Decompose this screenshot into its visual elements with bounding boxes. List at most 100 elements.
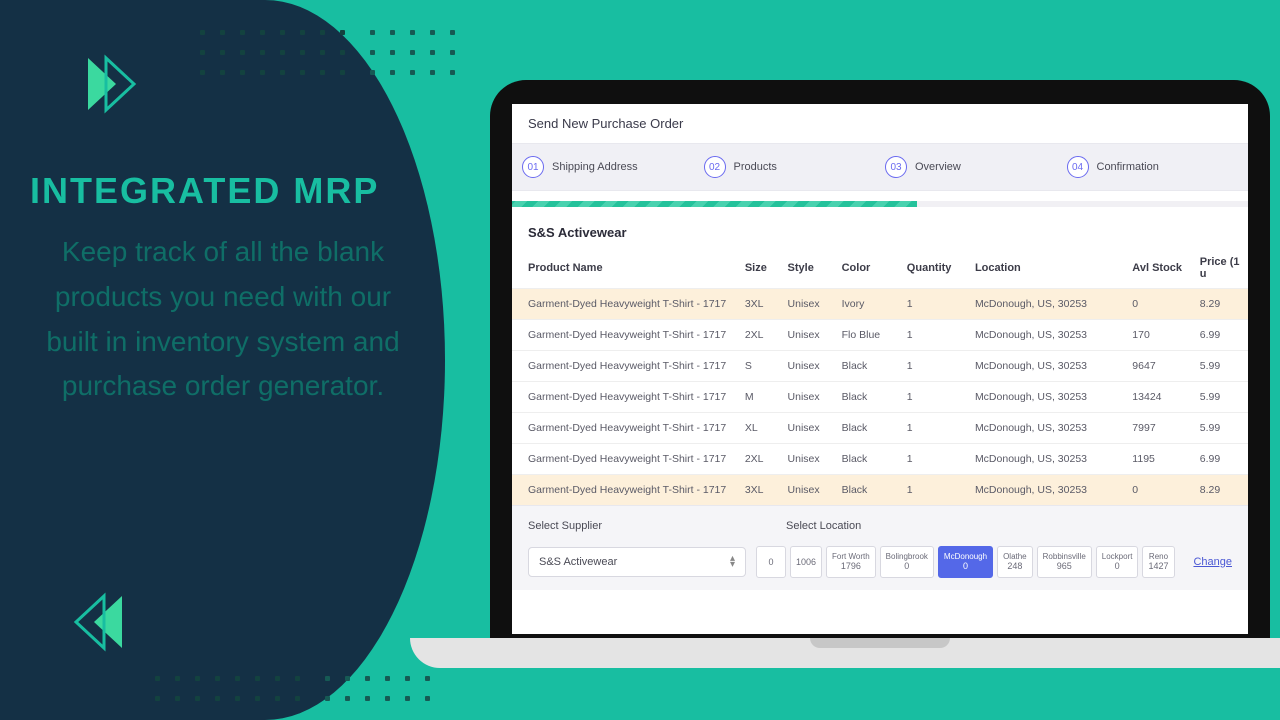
laptop-mockup: Send New Purchase Order 01Shipping Addre… <box>470 80 1280 700</box>
location-button-olathe[interactable]: Olathe248 <box>997 546 1033 578</box>
cell-qty: 1 <box>899 320 967 351</box>
cell-location: McDonough, US, 30253 <box>967 289 1124 320</box>
column-header[interactable]: Location <box>967 248 1124 289</box>
cell-size: XL <box>737 413 780 444</box>
cell-size: 2XL <box>737 444 780 475</box>
location-button-lockport[interactable]: Lockport0 <box>1096 546 1139 578</box>
cell-location: McDonough, US, 30253 <box>967 475 1124 506</box>
cell-location: McDonough, US, 30253 <box>967 351 1124 382</box>
cell-stock: 170 <box>1124 320 1191 351</box>
cell-style: Unisex <box>780 320 834 351</box>
table-row[interactable]: Garment-Dyed Heavyweight T-Shirt - 1717M… <box>512 382 1248 413</box>
step-shipping-address[interactable]: 01Shipping Address <box>522 156 694 178</box>
cell-style: Unisex <box>780 382 834 413</box>
cell-qty: 1 <box>899 444 967 475</box>
stepper: 01Shipping Address 02 Products 03Overview 04… <box>512 143 1248 191</box>
cell-style: Unisex <box>780 444 834 475</box>
column-header[interactable]: Color <box>834 248 899 289</box>
products-table: Product NameSizeStyleColorQuantityLocati… <box>512 248 1248 505</box>
cell-price: 6.99 <box>1192 320 1248 351</box>
cell-color: Black <box>834 444 899 475</box>
column-header[interactable]: Style <box>780 248 834 289</box>
marketing-subheading: Keep track of all the blank products you… <box>28 230 418 409</box>
cell-qty: 1 <box>899 289 967 320</box>
cell-location: McDonough, US, 30253 <box>967 382 1124 413</box>
table-row[interactable]: Garment-Dyed Heavyweight T-Shirt - 17173… <box>512 289 1248 320</box>
cell-location: McDonough, US, 30253 <box>967 320 1124 351</box>
supplier-select[interactable]: S&S Activewear ▴▾ <box>528 547 746 577</box>
decorative-dots <box>325 676 431 702</box>
column-header[interactable]: Avl Stock <box>1124 248 1191 289</box>
location-button[interactable]: 0 <box>756 546 786 578</box>
forward-arrows-icon <box>82 52 152 116</box>
cell-color: Black <box>834 351 899 382</box>
cell-color: Ivory <box>834 289 899 320</box>
cell-style: Unisex <box>780 351 834 382</box>
supplier-select-value: S&S Activewear <box>539 556 617 568</box>
location-button-fort-worth[interactable]: Fort Worth1796 <box>826 546 876 578</box>
location-button-reno[interactable]: Reno1427 <box>1142 546 1174 578</box>
step-number: 01 <box>522 156 544 178</box>
cell-size: 3XL <box>737 289 780 320</box>
decorative-dots <box>200 30 346 76</box>
cell-name: Garment-Dyed Heavyweight T-Shirt - 1717 <box>512 382 737 413</box>
marketing-panel: INTEGRATED MRP Keep track of all the bla… <box>0 0 445 720</box>
table-row[interactable]: Garment-Dyed Heavyweight T-Shirt - 1717S… <box>512 351 1248 382</box>
cell-size: 3XL <box>737 475 780 506</box>
progress-fill <box>512 201 917 207</box>
cell-size: S <box>737 351 780 382</box>
cell-price: 8.29 <box>1192 475 1248 506</box>
step-confirmation[interactable]: 04 Confirmation <box>1067 156 1239 178</box>
column-header[interactable]: Size <box>737 248 780 289</box>
cell-name: Garment-Dyed Heavyweight T-Shirt - 1717 <box>512 413 737 444</box>
cell-stock: 0 <box>1124 289 1191 320</box>
cell-color: Black <box>834 475 899 506</box>
cell-qty: 1 <box>899 351 967 382</box>
step-overview[interactable]: 03Overview <box>885 156 1057 178</box>
step-label: Confirmation <box>1097 161 1159 173</box>
cell-price: 5.99 <box>1192 413 1248 444</box>
supplier-heading: S&S Activewear <box>512 207 1248 248</box>
cell-qty: 1 <box>899 475 967 506</box>
cell-price: 5.99 <box>1192 382 1248 413</box>
cell-price: 6.99 <box>1192 444 1248 475</box>
cell-stock: 9647 <box>1124 351 1191 382</box>
cell-location: McDonough, US, 30253 <box>967 413 1124 444</box>
location-button-mcdonough[interactable]: McDonough0 <box>938 546 993 578</box>
cell-name: Garment-Dyed Heavyweight T-Shirt - 1717 <box>512 320 737 351</box>
table-row[interactable]: Garment-Dyed Heavyweight T-Shirt - 17172… <box>512 444 1248 475</box>
location-button[interactable]: 1006 <box>790 546 822 578</box>
marketing-heading: INTEGRATED MRP <box>30 170 410 212</box>
cell-style: Unisex <box>780 289 834 320</box>
laptop-bezel: Send New Purchase Order 01Shipping Addre… <box>490 80 1270 640</box>
progress-bar <box>512 201 1248 207</box>
location-button-bolingbrook[interactable]: Bolingbrook0 <box>880 546 934 578</box>
column-header[interactable]: Product Name <box>512 248 737 289</box>
app-screen: Send New Purchase Order 01Shipping Addre… <box>512 104 1248 634</box>
step-number: 02 <box>704 156 726 178</box>
table-row[interactable]: Garment-Dyed Heavyweight T-Shirt - 1717X… <box>512 413 1248 444</box>
decorative-dots <box>370 30 456 76</box>
cell-size: 2XL <box>737 320 780 351</box>
location-buttons: 01006Fort Worth1796Bolingbrook0McDonough… <box>756 546 1175 578</box>
change-warehouse-link[interactable]: Change <box>1193 556 1232 568</box>
cell-location: McDonough, US, 30253 <box>967 444 1124 475</box>
table-row[interactable]: Garment-Dyed Heavyweight T-Shirt - 17173… <box>512 475 1248 506</box>
cell-size: M <box>737 382 780 413</box>
column-header[interactable]: Quantity <box>899 248 967 289</box>
cell-stock: 0 <box>1124 475 1191 506</box>
cell-name: Garment-Dyed Heavyweight T-Shirt - 1717 <box>512 475 737 506</box>
step-number: 04 <box>1067 156 1089 178</box>
column-header[interactable]: Price (1 u <box>1192 248 1248 289</box>
cell-color: Flo Blue <box>834 320 899 351</box>
table-row[interactable]: Garment-Dyed Heavyweight T-Shirt - 17172… <box>512 320 1248 351</box>
page-title: Send New Purchase Order <box>512 104 1248 143</box>
select-location-label: Select Location <box>786 520 861 532</box>
step-products[interactable]: 02 Products <box>704 156 876 178</box>
location-button-robbinsville[interactable]: Robbinsville965 <box>1037 546 1092 578</box>
cell-stock: 13424 <box>1124 382 1191 413</box>
cell-qty: 1 <box>899 413 967 444</box>
cell-color: Black <box>834 382 899 413</box>
step-label: Products <box>734 161 777 173</box>
cell-price: 5.99 <box>1192 351 1248 382</box>
